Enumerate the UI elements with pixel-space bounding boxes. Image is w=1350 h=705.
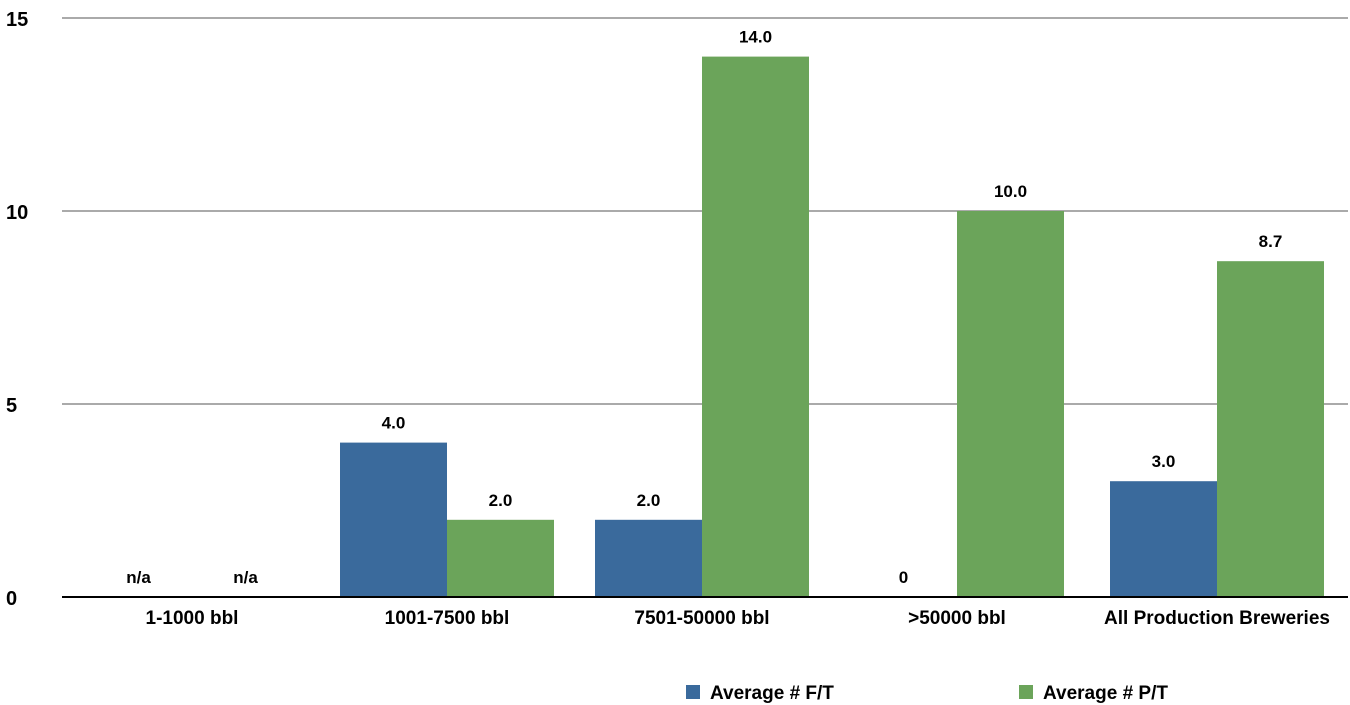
y-axis-ticks: 0 5 10 15 [6,9,28,610]
legend: Average # F/T Average # P/T [686,683,1168,704]
y-tick-label: 5 [6,395,17,417]
data-label: 0 [899,568,908,587]
data-label: 4.0 [382,414,406,433]
bar-ft-4 [1110,481,1217,597]
legend-label: Average # P/T [1043,683,1168,704]
x-tick-label: 7501-50000 bbl [634,608,769,629]
x-tick-label: >50000 bbl [908,608,1006,629]
x-tick-label: All Production Breweries [1104,608,1330,629]
bar-pt-4 [1217,261,1324,597]
data-label: 8.7 [1259,232,1283,251]
y-tick-label: 15 [6,9,28,31]
bar-ft-1 [340,442,447,597]
legend-swatch-ft [686,685,700,699]
data-label: 2.0 [637,491,661,510]
y-tick-label: 0 [6,588,17,610]
bar-pt-2 [702,56,809,598]
x-axis-ticks: 1-1000 bbl 1001-7500 bbl 7501-50000 bbl >50… [146,608,1330,629]
data-label: n/a [233,568,258,587]
x-tick-label: 1-1000 bbl [146,608,239,629]
data-label: 10.0 [994,182,1027,201]
data-label: 14.0 [739,28,772,47]
bar-ft-2 [595,519,702,597]
y-tick-label: 10 [6,202,28,224]
data-label: 3.0 [1152,452,1176,471]
data-labels: n/a 4.0 2.0 0 3.0 n/a 2.0 14.0 10.0 8.7 [126,28,1282,587]
data-label: n/a [126,568,151,587]
data-label: 2.0 [489,491,513,510]
bar-pt-1 [447,519,554,597]
bars [340,56,1324,598]
bar-pt-3 [957,211,1064,597]
x-tick-label: 1001-7500 bbl [385,608,510,629]
legend-label: Average # F/T [710,683,834,704]
legend-swatch-pt [1019,685,1033,699]
